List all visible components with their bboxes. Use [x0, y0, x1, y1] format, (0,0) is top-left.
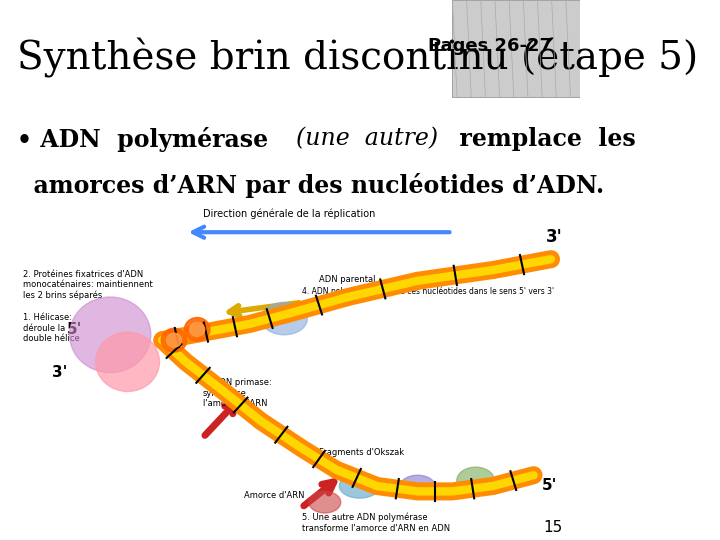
Circle shape: [70, 297, 150, 373]
Text: 5. Une autre ADN polymérase
transforme l'amorce d'ARN en ADN: 5. Une autre ADN polymérase transforme l…: [302, 513, 450, 533]
Text: Direction générale de la réplication: Direction générale de la réplication: [203, 208, 375, 219]
Ellipse shape: [400, 475, 435, 497]
Text: amorces d’ARN par des nucléotides d’ADN.: amorces d’ARN par des nucléotides d’ADN.: [17, 173, 605, 198]
Text: ADN parental: ADN parental: [319, 275, 376, 285]
Text: Amorce d'ARN: Amorce d'ARN: [243, 491, 304, 501]
Circle shape: [166, 333, 181, 347]
Circle shape: [189, 322, 204, 336]
Text: 2. Protéines fixatrices d'ADN
monocaténaires: maintiennent
les 2 brins séparés: 2. Protéines fixatrices d'ADN monocaténa…: [23, 270, 153, 300]
Circle shape: [184, 318, 210, 341]
Text: 3': 3': [53, 365, 68, 380]
Ellipse shape: [309, 491, 341, 513]
Circle shape: [161, 328, 186, 352]
Circle shape: [96, 332, 160, 392]
Text: Pages 26-27: Pages 26-27: [428, 37, 552, 55]
Text: 15: 15: [544, 519, 562, 535]
Text: 3': 3': [546, 228, 562, 246]
Text: remplace  les: remplace les: [444, 127, 636, 151]
Text: 5': 5': [67, 322, 82, 337]
Text: 4. ADN polymérase: ajoute ces nucléotides dans le sens 5' vers 3': 4. ADN polymérase: ajoute ces nucléotide…: [302, 286, 554, 296]
Text: Fragments d'Okszak: Fragments d'Okszak: [319, 448, 404, 457]
FancyBboxPatch shape: [452, 0, 580, 97]
Text: • ADN  polymérase: • ADN polymérase: [17, 127, 285, 152]
Ellipse shape: [339, 474, 380, 498]
Ellipse shape: [261, 302, 307, 335]
Ellipse shape: [456, 467, 495, 494]
Text: (une  autre): (une autre): [296, 127, 438, 150]
Text: Synthèse brin discontinu (étape 5): Synthèse brin discontinu (étape 5): [17, 38, 698, 78]
Text: 1. Hélicase:
déroule la
double hélice: 1. Hélicase: déroule la double hélice: [23, 313, 80, 343]
Text: 3. ADN primase:
synthétise
l'amorce d'ARN: 3. ADN primase: synthétise l'amorce d'AR…: [203, 378, 271, 408]
Text: 5': 5': [542, 478, 558, 494]
